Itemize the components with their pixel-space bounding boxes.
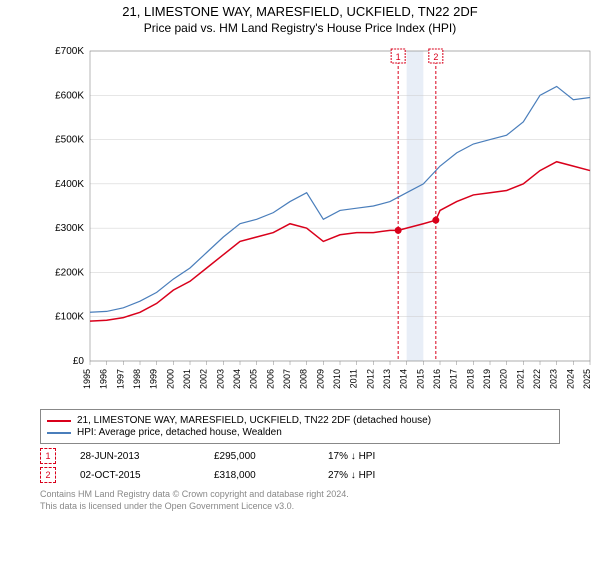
svg-text:2008: 2008	[299, 369, 309, 389]
svg-text:2013: 2013	[382, 369, 392, 389]
svg-text:1: 1	[396, 52, 401, 62]
marker-price: £318,000	[214, 470, 304, 481]
marker-number-box: 1	[40, 448, 56, 464]
svg-text:1999: 1999	[149, 369, 159, 389]
svg-text:1997: 1997	[115, 369, 125, 389]
svg-text:2019: 2019	[482, 369, 492, 389]
footer-line-2: This data is licensed under the Open Gov…	[40, 501, 560, 513]
svg-text:2017: 2017	[449, 369, 459, 389]
legend-label: HPI: Average price, detached house, Weal…	[77, 427, 282, 438]
svg-text:2014: 2014	[399, 369, 409, 389]
marker-number-box: 2	[40, 467, 56, 483]
svg-text:2016: 2016	[432, 369, 442, 389]
svg-text:£400K: £400K	[55, 179, 84, 190]
svg-text:£100K: £100K	[55, 312, 84, 323]
svg-text:£700K: £700K	[55, 46, 84, 57]
marker-data-row: 2 02-OCT-2015 £318,000 27% ↓ HPI	[40, 467, 560, 483]
marker-data-rows: 1 28-JUN-2013 £295,000 17% ↓ HPI 2 02-OCT-201…	[0, 448, 600, 483]
marker-date: 28-JUN-2013	[80, 451, 190, 462]
footer-line-1: Contains HM Land Registry data © Crown c…	[40, 489, 560, 501]
svg-text:2010: 2010	[332, 369, 342, 389]
svg-text:2023: 2023	[549, 369, 559, 389]
marker-data-row: 1 28-JUN-2013 £295,000 17% ↓ HPI	[40, 448, 560, 464]
svg-text:2009: 2009	[315, 369, 325, 389]
svg-text:£0: £0	[73, 356, 85, 367]
legend-row: HPI: Average price, detached house, Weal…	[47, 427, 553, 438]
svg-text:2002: 2002	[199, 369, 209, 389]
chart-title: 21, LIMESTONE WAY, MARESFIELD, UCKFIELD,…	[0, 4, 600, 19]
chart-area: £0 £100K £200K £300K £400K £500K £600K £700K 199…	[40, 41, 600, 401]
svg-text:2012: 2012	[365, 369, 375, 389]
svg-text:2006: 2006	[265, 369, 275, 389]
svg-text:2018: 2018	[465, 369, 475, 389]
svg-text:2001: 2001	[182, 369, 192, 389]
marker-price: £295,000	[214, 451, 304, 462]
svg-text:£600K: £600K	[55, 90, 84, 101]
svg-text:£200K: £200K	[55, 267, 84, 278]
chart-svg: £0 £100K £200K £300K £400K £500K £600K £700K 199…	[40, 41, 600, 401]
marker-date: 02-OCT-2015	[80, 470, 190, 481]
legend-row: 21, LIMESTONE WAY, MARESFIELD, UCKFIELD,…	[47, 415, 553, 426]
footer-text: Contains HM Land Registry data © Crown c…	[40, 489, 560, 512]
legend-swatch	[47, 420, 71, 422]
svg-text:1995: 1995	[82, 369, 92, 389]
marker-pct: 27% ↓ HPI	[328, 470, 375, 481]
svg-text:2011: 2011	[349, 369, 359, 388]
svg-text:2024: 2024	[565, 369, 575, 389]
svg-text:£500K: £500K	[55, 135, 84, 146]
svg-text:2003: 2003	[215, 369, 225, 389]
svg-text:2015: 2015	[415, 369, 425, 389]
chart-subtitle: Price paid vs. HM Land Registry's House …	[0, 21, 600, 35]
marker-pct: 17% ↓ HPI	[328, 451, 375, 462]
svg-text:2: 2	[433, 52, 438, 62]
svg-text:1998: 1998	[132, 369, 142, 389]
legend-box: 21, LIMESTONE WAY, MARESFIELD, UCKFIELD,…	[40, 409, 560, 444]
svg-text:2005: 2005	[249, 369, 259, 389]
svg-text:2022: 2022	[532, 369, 542, 389]
svg-text:2025: 2025	[582, 369, 592, 389]
legend-label: 21, LIMESTONE WAY, MARESFIELD, UCKFIELD,…	[77, 415, 431, 426]
svg-text:2020: 2020	[499, 369, 509, 389]
svg-text:1996: 1996	[99, 369, 109, 389]
svg-text:2004: 2004	[232, 369, 242, 389]
legend-swatch	[47, 432, 71, 434]
svg-text:£300K: £300K	[55, 223, 84, 234]
svg-text:2021: 2021	[515, 369, 525, 389]
svg-text:2007: 2007	[282, 369, 292, 389]
svg-text:2000: 2000	[165, 369, 175, 389]
